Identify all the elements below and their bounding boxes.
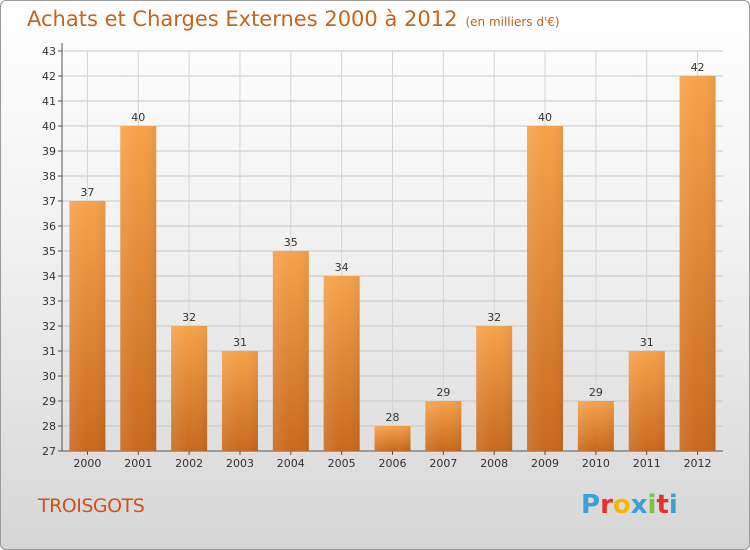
x-tick-label: 2001 [124, 457, 152, 470]
proxiti-logo: Proxiti [581, 490, 678, 520]
y-tick-label: 39 [42, 145, 56, 158]
bar-shine [425, 401, 462, 451]
y-tick-label: 27 [42, 445, 56, 458]
bar-shine [69, 201, 106, 451]
x-tick-label: 2009 [531, 457, 559, 470]
data-label: 32 [182, 311, 196, 324]
data-label: 34 [335, 261, 349, 274]
logo-letter: i [647, 490, 657, 520]
x-tick-label: 2010 [582, 457, 610, 470]
y-tick-label: 38 [42, 170, 56, 183]
bar-shine [527, 126, 564, 451]
y-tick-label: 35 [42, 245, 56, 258]
label-layer: 2000 37 2001 40 2002 32 2003 31 2004 35 2005 34 2006… [73, 61, 711, 470]
x-tick-label: 2004 [277, 457, 305, 470]
data-label: 37 [80, 186, 94, 199]
y-tick-label: 37 [42, 195, 56, 208]
y-tick-label: 30 [42, 370, 56, 383]
data-label: 29 [589, 386, 603, 399]
data-label: 40 [538, 111, 552, 124]
x-tick-label: 2002 [175, 457, 203, 470]
bar-shine [171, 326, 208, 451]
bar-layer [69, 76, 716, 451]
y-tick-label: 29 [42, 395, 56, 408]
grid-layer [62, 50, 723, 452]
y-tick-label: 43 [42, 45, 56, 58]
x-tick-label: 2003 [226, 457, 254, 470]
y-tick-label: 31 [42, 345, 56, 358]
y-tick-label: 32 [42, 320, 56, 333]
bar-shine [221, 351, 258, 451]
y-tick-label: 41 [42, 95, 56, 108]
x-tick-label: 2005 [328, 457, 356, 470]
data-label: 32 [487, 311, 501, 324]
chart-title: Achats et Charges Externes 2000 à 2012 [27, 7, 458, 31]
y-tick-label: 34 [42, 270, 56, 283]
x-tick-label: 2008 [480, 457, 508, 470]
logo-letter: P [581, 490, 601, 520]
y-tick-label: 36 [42, 220, 56, 233]
data-label: 40 [131, 111, 145, 124]
logo-letter: i [668, 490, 678, 520]
bar-shine [272, 251, 309, 451]
x-tick-label: 2012 [684, 457, 712, 470]
logo-letter: o [612, 490, 631, 520]
data-label: 42 [691, 61, 705, 74]
chart-title-block: Achats et Charges Externes 2000 à 2012 (e… [27, 7, 560, 31]
data-label: 28 [386, 411, 400, 424]
data-label: 31 [640, 336, 654, 349]
bar-shine [120, 126, 157, 451]
bar-shine [323, 276, 360, 451]
data-label: 29 [436, 386, 450, 399]
x-tick-label: 2007 [429, 457, 457, 470]
x-tick-label: 2000 [73, 457, 101, 470]
location-name: TROISGOTS [38, 495, 145, 517]
bar-shine [679, 76, 716, 451]
y-tick-label: 42 [42, 70, 56, 83]
bar-shine [374, 426, 411, 451]
data-label: 35 [284, 236, 298, 249]
bar-shine [476, 326, 513, 451]
y-tick-label: 28 [42, 420, 56, 433]
logo-letter: t [656, 490, 669, 520]
x-tick-label: 2011 [633, 457, 661, 470]
bar-shine [628, 351, 665, 451]
bar-shine [577, 401, 614, 451]
y-tick-label: 33 [42, 295, 56, 308]
x-tick-label: 2006 [379, 457, 407, 470]
chart-subtitle: (en milliers d'€) [465, 15, 560, 29]
data-label: 31 [233, 336, 247, 349]
logo-letter: r [600, 490, 613, 520]
logo-letter: x [630, 490, 648, 520]
y-tick-label: 40 [42, 120, 56, 133]
